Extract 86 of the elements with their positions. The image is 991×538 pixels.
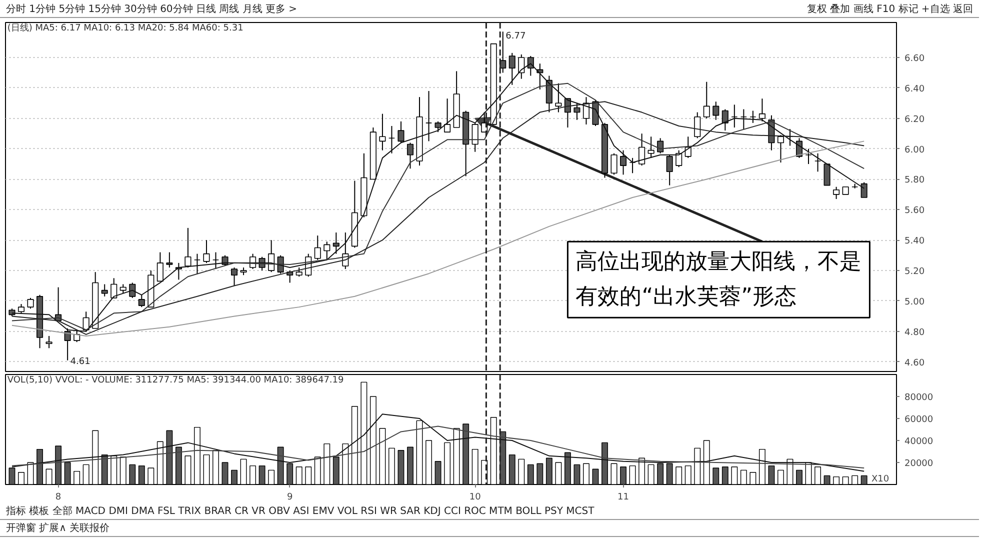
candlestick: [824, 164, 830, 186]
y-tick-label: 60000: [904, 415, 934, 425]
candlestick: [138, 294, 145, 308]
candlestick: [18, 304, 25, 314]
candlestick: [129, 282, 136, 298]
y-tick-label: 5.40: [904, 236, 925, 247]
y-tick-label: 5.60: [904, 206, 925, 216]
candlestick: [156, 252, 164, 282]
candlestick: [314, 235, 321, 260]
candlestick: [833, 186, 840, 200]
candlestick: [731, 104, 738, 128]
candlestick: [434, 120, 442, 133]
y-tick-label: 5.20: [904, 267, 925, 278]
candlestick: [629, 157, 636, 174]
candlestick: [648, 136, 654, 158]
candlestick: [814, 152, 822, 172]
y-tick-label: 5.80: [904, 176, 925, 186]
x-tick-label: 10: [469, 492, 482, 502]
candlestick: [518, 54, 525, 80]
candlestick: [212, 252, 220, 270]
candlestick: [324, 241, 330, 260]
y-tick-label: 6.40: [904, 84, 925, 94]
x-tick-label: 11: [618, 492, 629, 502]
candlestick: [546, 75, 552, 113]
annotation: 4.61: [70, 356, 90, 367]
y-tick-label: 6.00: [904, 145, 925, 156]
candlestick: [388, 125, 395, 154]
candlestick: [750, 110, 756, 124]
text: 复权 叠加 画线 F10 标记 +自选 返回: [807, 3, 973, 17]
line-series: [11, 414, 865, 472]
candlestick: [555, 82, 562, 113]
candlestick: [120, 284, 126, 294]
candlestick: [332, 232, 340, 254]
y-tick-label: 6.60: [904, 54, 925, 64]
candlestick: [676, 150, 682, 168]
candlestick: [444, 98, 451, 133]
candlestick: [203, 240, 210, 264]
y-tick-label: 20000: [904, 459, 934, 469]
x-tick-label: 8: [55, 492, 62, 502]
candlestick: [426, 90, 432, 142]
text: X10: [871, 474, 890, 484]
candlestick: [398, 120, 404, 144]
candlestick: [379, 113, 386, 151]
candlestick: [64, 328, 71, 361]
text: 分时 1分钟 5分钟 15分钟 30分钟 60分钟 日线 周线 月线 更多 >: [6, 3, 298, 17]
line-series: [11, 140, 865, 336]
candlestick: [406, 142, 414, 170]
candlestick: [184, 227, 192, 268]
y-tick-label: 4.60: [904, 358, 925, 368]
candlestick: [694, 112, 701, 139]
text: 指标 模板 全部 MACD DMI DMA FSL TRIX BRAR CR VR OBV ASI EMV VOL RSI WR SAR KDJ CCI ROC MTM BOLL PSY MCST: [6, 505, 594, 519]
candlestick: [620, 150, 627, 176]
annotation: 6.77: [506, 32, 526, 42]
candlestick: [472, 122, 478, 152]
candlestick: [860, 182, 868, 198]
candlestick: [610, 152, 618, 176]
candlestick: [110, 278, 118, 298]
annotation: (日线) MA5: 6.17 MA10: 6.13 MA20: 5.84 MA60: 5.31: [7, 22, 244, 34]
candlestick: [758, 98, 766, 122]
candlestick: [666, 154, 673, 186]
candlestick: [574, 102, 580, 120]
y-tick-label: 4.80: [904, 328, 925, 338]
x-tick-label: 9: [286, 492, 293, 502]
candlestick: [722, 108, 728, 132]
candlestick: [46, 335, 52, 349]
candlestick: [508, 52, 516, 86]
annotation: 高位出现的放量大阳线，不是有效的“出水芙蓉”形态: [576, 250, 862, 310]
annotation: VOL(5,10) VVOL: - VOLUME: 311277.75 MA5: 391344.00 MA10: 389647.19: [7, 376, 344, 386]
candlestick: [703, 81, 710, 119]
y-tick-label: 5.00: [904, 297, 925, 308]
line-series: [11, 426, 865, 468]
text: 开弹窗 扩展∧ 关联报价: [6, 522, 110, 536]
candlestick: [638, 133, 646, 166]
y-tick-label: 80000: [904, 393, 934, 403]
candlestick: [166, 252, 173, 268]
candlestick: [712, 101, 720, 120]
candlestick: [101, 284, 108, 297]
y-tick-label: 40000: [904, 437, 934, 447]
candlestick: [740, 108, 747, 130]
candlestick: [231, 267, 238, 286]
candlestick: [27, 297, 34, 310]
candlestick: [296, 267, 302, 278]
candlestick: [194, 253, 200, 274]
y-tick-label: 6.20: [904, 114, 925, 125]
candlestick: [777, 134, 784, 163]
candlestick: [805, 148, 812, 165]
